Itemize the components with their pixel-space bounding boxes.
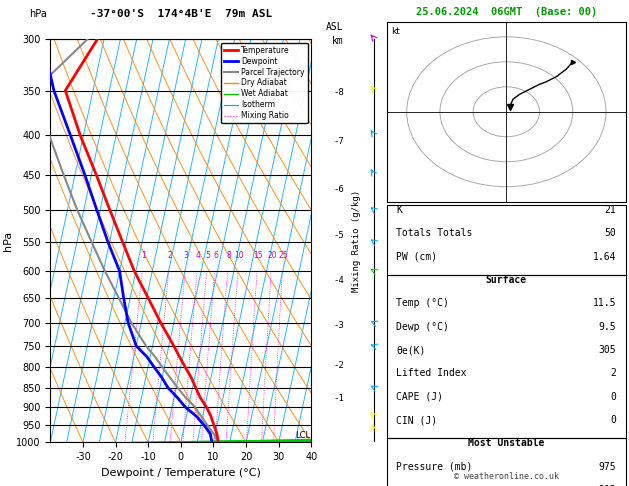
Text: PW (cm): PW (cm)	[396, 252, 438, 262]
Text: θe (K): θe (K)	[396, 485, 431, 486]
Text: -7: -7	[333, 137, 344, 146]
Text: 0: 0	[610, 392, 616, 402]
Text: -4: -4	[333, 276, 344, 285]
Text: 25: 25	[278, 251, 288, 260]
Text: 50: 50	[604, 228, 616, 239]
Text: Lifted Index: Lifted Index	[396, 368, 467, 379]
Text: 5: 5	[205, 251, 210, 260]
Text: 11.5: 11.5	[593, 298, 616, 309]
Text: ASL: ASL	[326, 22, 344, 32]
Text: kt: kt	[392, 27, 401, 36]
Text: 1.64: 1.64	[593, 252, 616, 262]
Text: 0: 0	[610, 415, 616, 425]
Text: -8: -8	[333, 88, 344, 97]
X-axis label: Dewpoint / Temperature (°C): Dewpoint / Temperature (°C)	[101, 468, 261, 478]
Text: 2: 2	[610, 368, 616, 379]
Text: hPa: hPa	[30, 9, 47, 19]
Text: 305: 305	[599, 345, 616, 355]
Text: CIN (J): CIN (J)	[396, 415, 438, 425]
Text: 25.06.2024  06GMT  (Base: 00): 25.06.2024 06GMT (Base: 00)	[416, 7, 597, 17]
Bar	[387, 275, 626, 438]
Text: Mixing Ratio (g/kg): Mixing Ratio (g/kg)	[352, 190, 362, 292]
Text: Surface: Surface	[486, 275, 527, 285]
Text: Most Unstable: Most Unstable	[468, 438, 545, 449]
Text: 21: 21	[604, 205, 616, 215]
Text: 2: 2	[167, 251, 172, 260]
Text: Dewp (°C): Dewp (°C)	[396, 322, 449, 332]
Text: Totals Totals: Totals Totals	[396, 228, 473, 239]
Text: 10: 10	[234, 251, 243, 260]
Text: © weatheronline.co.uk: © weatheronline.co.uk	[454, 472, 559, 481]
Legend: Temperature, Dewpoint, Parcel Trajectory, Dry Adiabat, Wet Adiabat, Isotherm, Mi: Temperature, Dewpoint, Parcel Trajectory…	[221, 43, 308, 123]
Text: 20: 20	[267, 251, 277, 260]
Text: -2: -2	[333, 361, 344, 370]
Bar	[387, 438, 626, 486]
Y-axis label: hPa: hPa	[3, 230, 13, 251]
Text: km: km	[332, 35, 344, 46]
Text: 1: 1	[141, 251, 146, 260]
Text: -1: -1	[333, 394, 344, 403]
Text: CAPE (J): CAPE (J)	[396, 392, 443, 402]
Text: 305: 305	[599, 485, 616, 486]
Text: Temp (°C): Temp (°C)	[396, 298, 449, 309]
Text: Pressure (mb): Pressure (mb)	[396, 462, 473, 472]
Text: -6: -6	[333, 185, 344, 194]
Text: -37°00'S  174°4B'E  79m ASL: -37°00'S 174°4B'E 79m ASL	[90, 9, 272, 19]
Text: 8: 8	[226, 251, 231, 260]
Text: -5: -5	[333, 231, 344, 240]
Text: 975: 975	[599, 462, 616, 472]
Bar	[387, 205, 626, 275]
Text: LCL: LCL	[295, 431, 310, 440]
Text: θe(K): θe(K)	[396, 345, 426, 355]
Text: -3: -3	[333, 321, 344, 330]
Text: 3: 3	[184, 251, 189, 260]
Text: 15: 15	[253, 251, 263, 260]
Text: 4: 4	[196, 251, 201, 260]
Text: K: K	[396, 205, 403, 215]
Text: 6: 6	[213, 251, 218, 260]
Text: 9.5: 9.5	[599, 322, 616, 332]
